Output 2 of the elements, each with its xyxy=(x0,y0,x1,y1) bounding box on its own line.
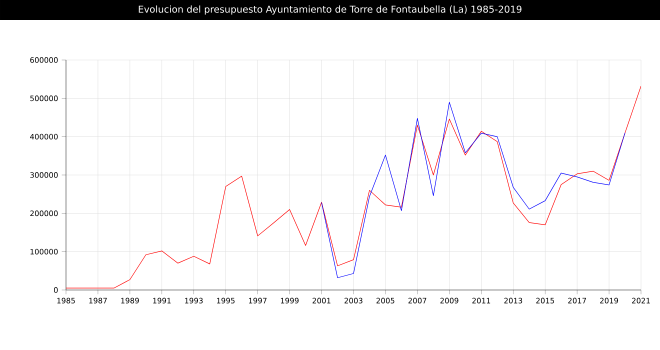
chart-title: Evolucion del presupuesto Ayuntamiento de Torre de Fontaubella (La) 1985-2019 xyxy=(138,5,522,15)
line-series xyxy=(321,102,626,278)
